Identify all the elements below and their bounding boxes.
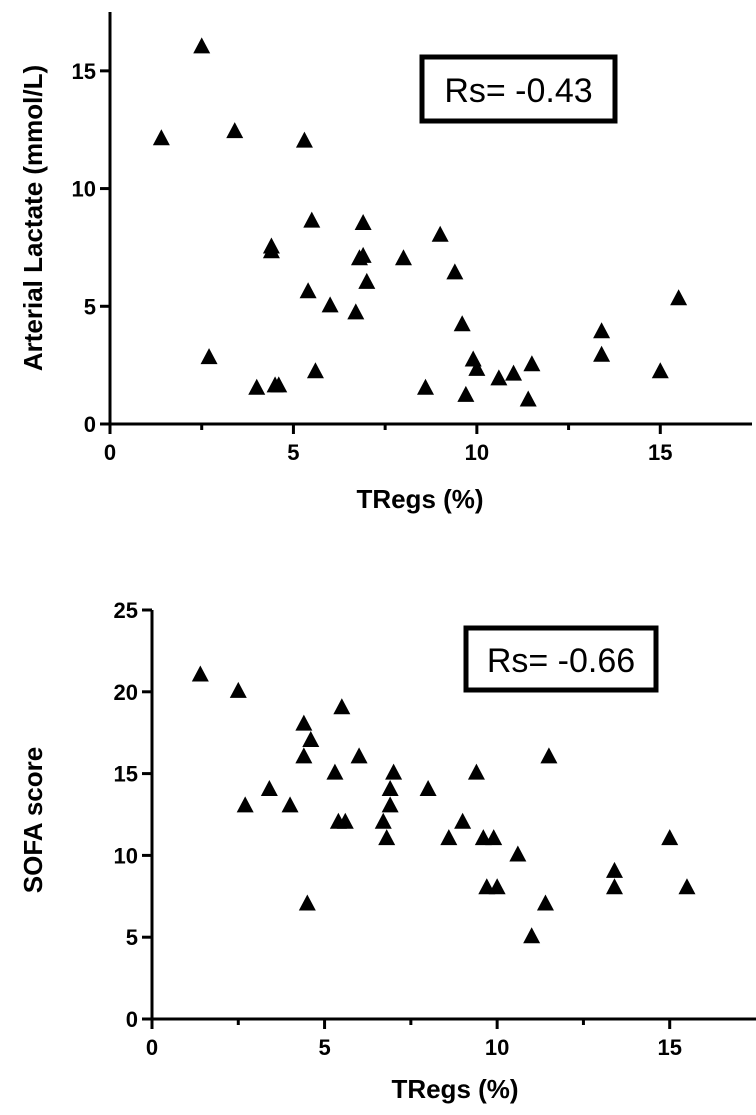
- sofa-data-point: [374, 812, 392, 829]
- sofa-y-tick-label: 10: [114, 843, 138, 868]
- sofa-data-point: [419, 780, 437, 797]
- lactate-data-point: [431, 225, 449, 242]
- sofa-data-point: [236, 796, 254, 813]
- sofa-data-point: [295, 747, 313, 764]
- lactate-data-point: [306, 362, 324, 379]
- sofa-data-point: [605, 878, 623, 895]
- sofa-y-tick-label: 15: [114, 762, 138, 787]
- lactate-data-point: [358, 272, 376, 289]
- sofa-y-tick-label: 25: [114, 598, 138, 623]
- sofa-data-point: [326, 763, 344, 780]
- sofa-data-point: [295, 714, 313, 731]
- sofa-x-tick-label: 0: [146, 1035, 158, 1060]
- lactate-x-tick-label: 5: [287, 440, 299, 465]
- lactate-data-point: [651, 362, 669, 379]
- sofa-x-tick-label: 15: [657, 1035, 681, 1060]
- lactate-data-point: [354, 213, 372, 230]
- lactate-scatter-chart: 0 5 10 15 0 5 10 15 Rs= -0.43 TRegs (%) Arteria…: [18, 12, 752, 514]
- sofa-data-point: [488, 878, 506, 895]
- sofa-data-point: [381, 796, 399, 813]
- sofa-data-point: [467, 763, 485, 780]
- lactate-data-point: [299, 282, 317, 299]
- lactate-data-point: [394, 249, 412, 266]
- lactate-x-tick-label: 15: [648, 440, 672, 465]
- lactate-data-point: [295, 131, 313, 148]
- lactate-data-point: [519, 390, 537, 407]
- sofa-data-point: [440, 829, 458, 846]
- lactate-annotation-box: [419, 54, 618, 124]
- lactate-annotation: Rs= -0.43: [419, 54, 618, 124]
- lactate-data-point: [416, 378, 434, 395]
- sofa-y-tick-label: 5: [126, 925, 138, 950]
- sofa-annotation-box: [463, 625, 659, 693]
- lactate-data-point: [593, 322, 611, 339]
- sofa-axes: 0 5 10 15 0 5 10 15 20 25: [114, 598, 756, 1060]
- lactate-axes: 0 5 10 15 0 5 10 15: [72, 12, 752, 465]
- sofa-data-point: [298, 894, 316, 911]
- lactate-data-point: [523, 355, 541, 372]
- sofa-data-point: [536, 894, 554, 911]
- sofa-data-point: [336, 812, 354, 829]
- lactate-data-point: [505, 364, 523, 381]
- sofa-data-point: [191, 665, 209, 682]
- lactate-data-point: [248, 378, 266, 395]
- sofa-data-point: [385, 763, 403, 780]
- lactate-x-tick-label: 10: [465, 440, 489, 465]
- lactate-y-axis-label: Arterial Lactate (mmol/L): [18, 65, 48, 371]
- sofa-x-axis-label: TRegs (%): [391, 1074, 518, 1104]
- sofa-y-axis-label: SOFA score: [18, 747, 48, 893]
- sofa-y-tick-label: 20: [114, 680, 138, 705]
- lactate-x-tick-label: 0: [104, 440, 116, 465]
- lactate-y-tick-label: 5: [84, 294, 96, 319]
- sofa-scatter-chart: 0 5 10 15 0 5 10 15 20 25 Rs= -0.66 TRegs (%) SOF…: [18, 598, 756, 1104]
- lactate-data-point: [453, 315, 471, 332]
- lactate-data-point: [593, 345, 611, 362]
- lactate-data-point: [321, 296, 339, 313]
- sofa-data-point: [485, 829, 503, 846]
- lactate-y-tick-label: 15: [72, 59, 96, 84]
- lactate-data-point: [193, 37, 211, 54]
- sofa-data-point: [281, 796, 299, 813]
- sofa-data-point: [333, 698, 351, 715]
- sofa-data-point: [523, 927, 541, 944]
- lactate-data-point: [262, 237, 280, 254]
- sofa-data-point: [229, 681, 247, 698]
- lactate-data-point: [354, 246, 372, 263]
- sofa-data-point: [509, 845, 527, 862]
- sofa-data-point: [378, 829, 396, 846]
- lactate-data-point: [446, 263, 464, 280]
- sofa-annotation-text: Rs= -0.66: [487, 642, 635, 680]
- sofa-x-tick-label: 10: [485, 1035, 509, 1060]
- lactate-annotation-text: Rs= -0.43: [444, 72, 592, 110]
- lactate-data-point: [464, 350, 482, 367]
- lactate-data-point: [152, 129, 170, 146]
- lactate-data-point: [347, 303, 365, 320]
- sofa-data-point: [661, 829, 679, 846]
- sofa-data-point: [605, 861, 623, 878]
- sofa-data-point: [540, 747, 558, 764]
- sofa-data-point: [381, 780, 399, 797]
- lactate-data-point: [457, 385, 475, 402]
- lactate-x-axis-label: TRegs (%): [356, 484, 483, 514]
- sofa-data-point: [350, 747, 368, 764]
- sofa-data-point: [260, 780, 278, 797]
- lactate-y-tick-label: 0: [84, 412, 96, 437]
- sofa-y-tick-label: 0: [126, 1007, 138, 1032]
- lactate-data-point: [490, 369, 508, 386]
- sofa-data-point: [678, 878, 696, 895]
- lactate-data-point: [670, 289, 688, 306]
- lactate-data-point: [468, 359, 486, 376]
- sofa-x-tick-label: 5: [318, 1035, 330, 1060]
- lactate-data-point: [270, 376, 288, 393]
- lactate-data-point: [200, 348, 218, 365]
- lactate-data-point: [303, 211, 321, 228]
- sofa-annotation: Rs= -0.66: [463, 625, 659, 693]
- sofa-data-point: [302, 730, 320, 747]
- lactate-data-point: [226, 122, 244, 139]
- lactate-points: [152, 37, 688, 407]
- sofa-points: [191, 665, 696, 944]
- sofa-data-point: [454, 812, 472, 829]
- lactate-y-tick-label: 10: [72, 177, 96, 202]
